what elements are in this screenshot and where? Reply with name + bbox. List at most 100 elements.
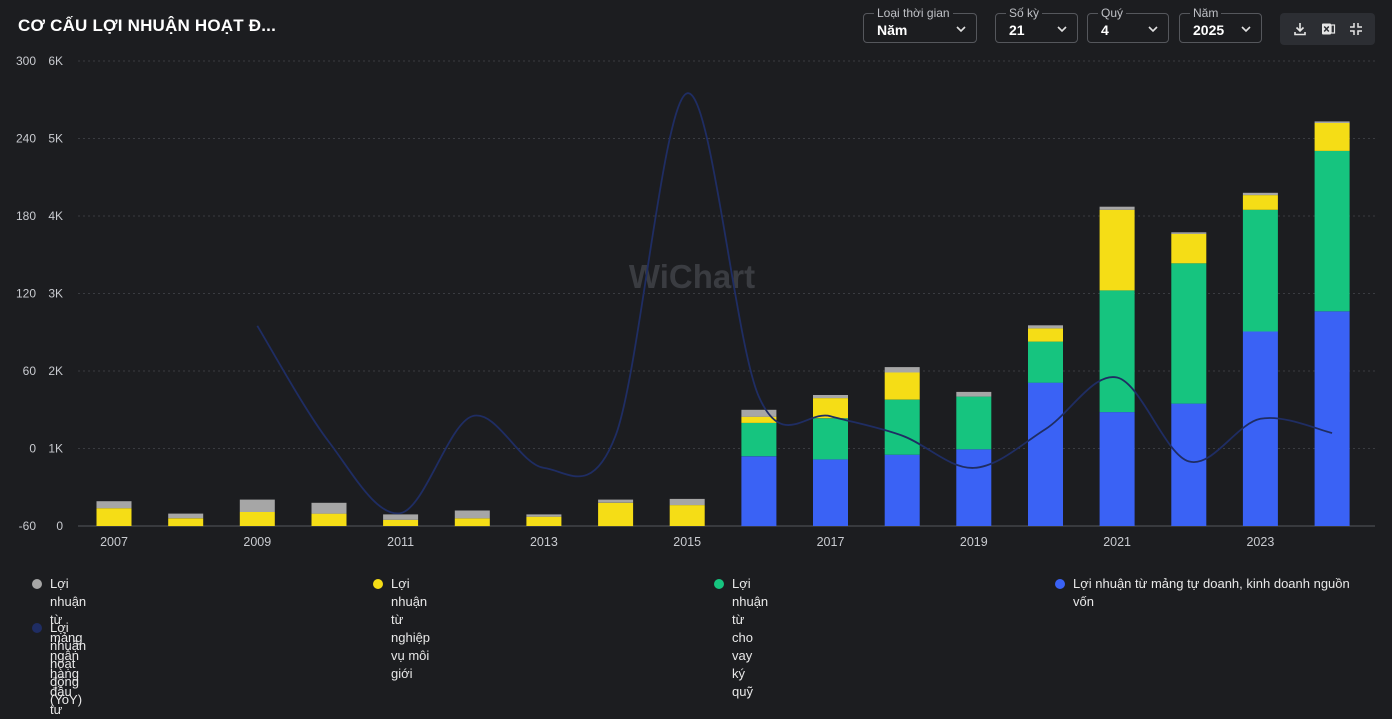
bar-segment-investment_banking[interactable] [956,391,992,397]
bar-segment-proprietary[interactable] [813,459,848,526]
bar-segment-investment_banking[interactable] [1028,325,1063,329]
quarter-value: 4 [1101,22,1109,38]
right-axis-tick: 2K [48,364,63,378]
bar-segment-brokerage[interactable] [813,398,848,419]
left-axis-tick: 0 [29,442,36,456]
x-axis-tick: 2009 [243,535,271,549]
yoy-line [256,92,1333,515]
bar-segment-investment_banking[interactable] [383,514,419,520]
bar-segment-investment_banking[interactable] [1314,121,1350,123]
quarter-select[interactable]: Quý 4 [1087,6,1169,43]
bar-segment-brokerage[interactable] [168,518,204,527]
chevron-down-icon [1148,26,1158,33]
bar-segment-proprietary[interactable] [1028,382,1063,526]
bar-segment-investment_banking[interactable] [669,498,705,506]
bar-segment-investment_banking[interactable] [741,409,777,417]
legend-dot [373,579,383,589]
quarter-label: Quý [1098,6,1127,20]
bar-segment-proprietary[interactable] [884,454,920,526]
excel-icon[interactable] [1320,21,1336,37]
periods-value: 21 [1009,22,1025,38]
legend-label: Lợi nhuận từ nghiệp vụ môi giới [391,576,431,681]
left-axis-tick: 120 [16,287,36,301]
right-axis-tick: 6K [48,54,63,68]
bar-segment-investment_banking[interactable] [598,499,634,503]
bar-segment-investment_banking[interactable] [96,501,132,509]
year-value: 2025 [1193,22,1225,38]
bar-segment-proprietary[interactable] [1099,412,1135,526]
bar-segment-proprietary[interactable] [1242,331,1278,527]
bar-segment-investment_banking[interactable] [526,514,562,517]
periods-select[interactable]: Số kỳ 21 [995,6,1078,43]
bar-segment-margin_lending[interactable] [1171,263,1207,404]
bar-segment-brokerage[interactable] [1099,209,1135,291]
right-axis-tick: 3K [48,287,63,301]
x-axis-tick: 2019 [960,535,988,549]
bar-segment-margin_lending[interactable] [884,399,920,455]
bar-segment-margin_lending[interactable] [956,396,992,450]
left-axis-tick: 300 [16,54,36,68]
bar-segment-investment_banking[interactable] [1242,192,1278,196]
legend-label: Lợi nhuận hoạt động (YoY) [50,620,87,707]
periods-label: Số kỳ [1006,6,1043,20]
bar-segment-investment_banking[interactable] [454,510,490,519]
bar-segment-brokerage[interactable] [884,372,920,400]
x-axis-tick: 2007 [100,535,128,549]
download-icon[interactable] [1292,21,1308,37]
bar-segment-proprietary[interactable] [956,449,992,526]
bar-segment-proprietary[interactable] [741,456,777,527]
fullscreen-icon[interactable] [1348,21,1364,37]
x-axis-tick: 2015 [673,535,701,549]
bar-segment-margin_lending[interactable] [1028,341,1063,383]
bar-segment-brokerage[interactable] [1028,328,1063,342]
bar-segment-brokerage[interactable] [454,518,490,527]
bars [96,121,1350,527]
bar-segment-margin_lending[interactable] [1314,150,1350,312]
bar-segment-investment_banking[interactable] [1171,232,1207,234]
x-axis-tick: 2017 [817,535,845,549]
bar-segment-brokerage[interactable] [383,519,419,526]
left-axis-tick: 60 [23,364,37,378]
left-axis-tick: 180 [16,209,36,223]
right-axis-tick: 1K [48,442,63,456]
bar-segment-margin_lending[interactable] [1099,290,1135,413]
period-type-select[interactable]: Loại thời gian Năm [863,6,977,43]
bar-segment-brokerage[interactable] [669,505,705,526]
x-axis-tick: 2013 [530,535,558,549]
bar-segment-margin_lending[interactable] [1242,209,1278,332]
year-select[interactable]: Năm 2025 [1179,6,1262,43]
chart: 300 6K 240 5K 180 4K 120 3K 60 2K 0 1K -60 0 2007 2009 2… [16,54,1375,549]
chevron-down-icon [956,26,966,33]
bar-segment-investment_banking[interactable] [813,395,848,399]
axis-labels: 300 6K 240 5K 180 4K 120 3K 60 2K 0 1K -60 0 2007 2009 2… [16,54,1274,549]
bar-segment-investment_banking[interactable] [239,499,275,512]
bar-segment-proprietary[interactable] [1314,311,1350,526]
bar-segment-investment_banking[interactable] [168,513,204,519]
bar-segment-brokerage[interactable] [741,416,777,423]
bar-segment-investment_banking[interactable] [311,502,347,514]
x-axis-tick: 2011 [387,535,414,549]
legend-label: Lợi nhuận từ mảng tự doanh, kinh doanh n… [1073,576,1350,609]
legend-dot [32,579,42,589]
bar-segment-brokerage[interactable] [239,512,275,526]
bar-segment-brokerage[interactable] [1314,123,1350,151]
bar-segment-brokerage[interactable] [598,502,634,527]
bar-segment-brokerage[interactable] [1242,195,1278,210]
chevron-down-icon [1241,26,1251,33]
legend-label: Lợi nhuận từ cho vay ký quỹ [732,576,769,699]
bar-segment-proprietary[interactable] [1171,403,1207,526]
bar-segment-investment_banking[interactable] [884,367,920,373]
legend-dot [714,579,724,589]
year-label: Năm [1190,6,1222,20]
bar-segment-margin_lending[interactable] [813,418,848,460]
bar-segment-brokerage[interactable] [1171,233,1207,264]
legend-dot [32,623,42,633]
bar-segment-brokerage[interactable] [526,516,562,526]
period-type-value: Năm [877,22,908,38]
bar-segment-investment_banking[interactable] [1099,206,1135,210]
chevron-down-icon [1057,26,1067,33]
bar-segment-brokerage[interactable] [96,508,132,526]
bar-segment-margin_lending[interactable] [741,422,777,457]
bar-segment-brokerage[interactable] [311,513,347,526]
chart-toolbar [1280,13,1375,45]
